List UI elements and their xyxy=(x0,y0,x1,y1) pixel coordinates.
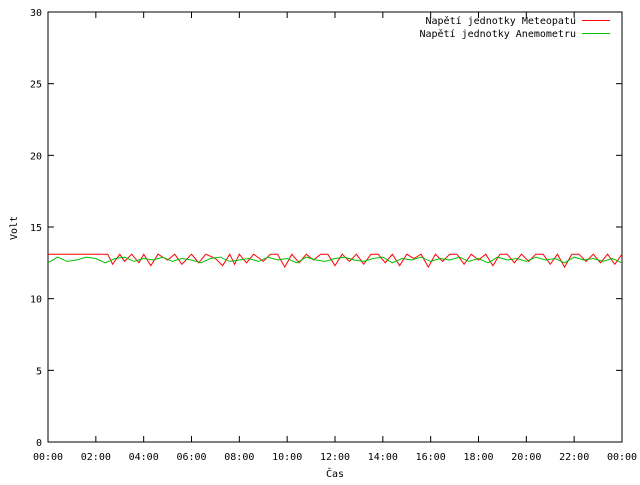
legend-label-anemometr: Napětí jednotky Anemometru xyxy=(419,28,576,40)
legend: Napětí jednotky Meteopatu Napětí jednotk… xyxy=(419,15,610,40)
y-tick-label: 25 xyxy=(30,80,42,91)
x-tick-label: 20:00 xyxy=(511,452,541,463)
x-tick-label: 00:00 xyxy=(607,452,637,463)
y-axis-label: Volt xyxy=(9,216,20,240)
x-tick-label: 10:00 xyxy=(272,452,302,463)
x-tick-label: 16:00 xyxy=(416,452,446,463)
y-tick-label: 15 xyxy=(30,223,42,234)
x-axis-label: Čas xyxy=(326,467,344,480)
legend-label-meteopat: Napětí jednotky Meteopatu xyxy=(425,15,576,27)
series-line-meteopat xyxy=(48,253,623,269)
x-tick-label: 12:00 xyxy=(320,452,350,463)
y-tick-label: 30 xyxy=(30,8,42,19)
x-tick-label: 14:00 xyxy=(368,452,398,463)
series-layer xyxy=(47,253,623,269)
x-tick-label: 00:00 xyxy=(33,452,63,463)
x-tick-label: 04:00 xyxy=(129,452,159,463)
y-tick-label: 10 xyxy=(30,295,42,306)
y-tick-label: 20 xyxy=(30,151,42,162)
x-tick-label: 06:00 xyxy=(176,452,206,463)
x-tick-label: 22:00 xyxy=(559,452,589,463)
y-axis: 0 5 10 15 20 25 30 xyxy=(30,8,622,449)
y-tick-label: 0 xyxy=(36,438,42,449)
x-axis: 00:00 02:00 04:00 06:00 08:00 10:00 12:00 14:00… xyxy=(33,12,637,463)
y-tick-label: 5 xyxy=(36,366,42,377)
x-tick-label: 08:00 xyxy=(224,452,254,463)
plot-frame xyxy=(47,11,623,443)
x-tick-label: 02:00 xyxy=(81,452,111,463)
series-line-anemometr xyxy=(47,256,623,264)
x-tick-label: 18:00 xyxy=(463,452,493,463)
